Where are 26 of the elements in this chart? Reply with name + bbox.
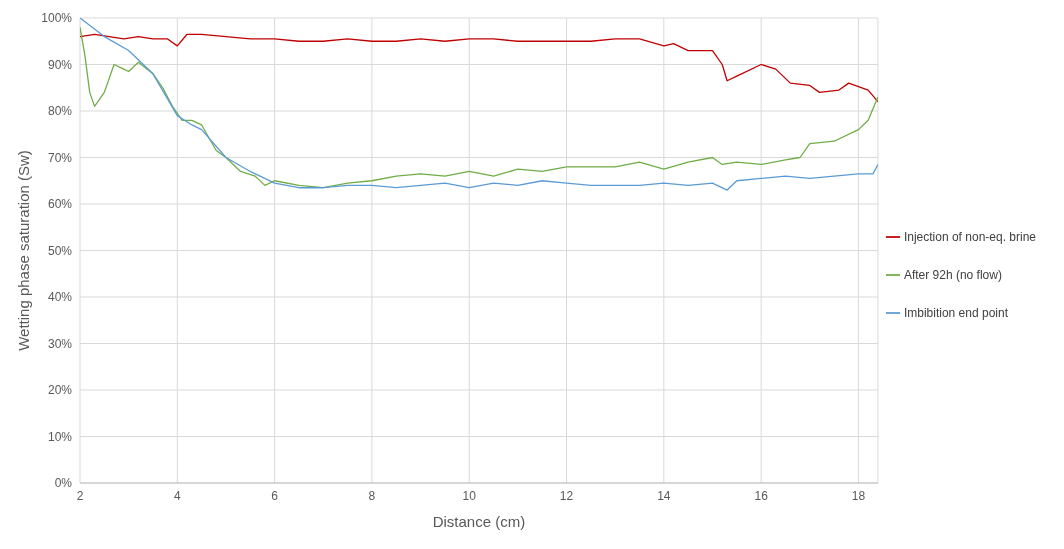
x-tick-label: 12	[559, 488, 574, 503]
y-tick-label: 20%	[47, 383, 73, 398]
x-tick-label: 2	[76, 488, 84, 503]
x-tick-label: 6	[271, 488, 279, 503]
y-tick-label: 0%	[54, 476, 73, 491]
x-tick-label: 16	[754, 488, 769, 503]
y-tick-label: 30%	[47, 336, 73, 351]
line-series	[80, 33, 878, 103]
y-tick-label: 50%	[47, 243, 73, 258]
y-tick-label: 10%	[47, 429, 73, 444]
y-tick-label: 40%	[47, 290, 73, 305]
y-tick-label: 90%	[47, 57, 73, 72]
x-tick-label: 10	[462, 488, 477, 503]
legend-label: After 92h (no flow)	[903, 267, 1002, 282]
y-tick-label: 60%	[47, 197, 73, 212]
x-axis-title: Distance (cm)	[432, 513, 526, 530]
x-tick-label: 18	[851, 488, 866, 503]
y-axis-title: Wetting phase saturation (Sw)	[15, 150, 33, 351]
y-tick-label: 80%	[47, 104, 73, 119]
x-tick-label: 8	[368, 488, 376, 503]
y-tick-label: 70%	[47, 150, 73, 165]
y-tick-label: 100%	[41, 11, 73, 26]
legend-label: Imbibition end point	[903, 305, 1008, 320]
x-tick-label: 14	[657, 488, 671, 503]
x-tick-label: 4	[173, 488, 181, 503]
legend-label: Injection of non-eq. brine	[903, 229, 1036, 244]
